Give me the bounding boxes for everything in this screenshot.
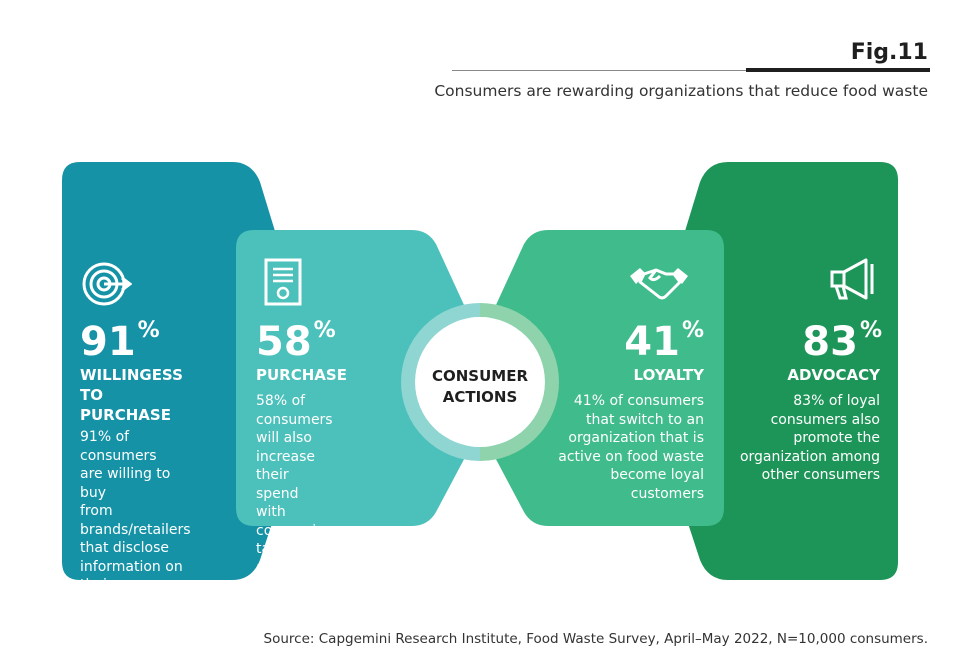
- megaphone-icon: [830, 258, 874, 300]
- panel-purchase-title: PURCHASE: [256, 366, 347, 384]
- panel-loyalty-shape: [490, 230, 724, 526]
- panel-advocacy-title: ADVOCACY: [787, 366, 880, 384]
- handshake-icon: [630, 268, 688, 300]
- header-rule-accent: [746, 68, 930, 72]
- source-note: Source: Capgemini Research Institute, Fo…: [263, 631, 928, 647]
- panel-purchase-description: 58% of consumers will also increase thei…: [256, 393, 333, 650]
- panel-loyalty-title: LOYALTY: [633, 366, 704, 384]
- target-icon: [82, 262, 132, 306]
- figure-number: Fig.11: [850, 40, 928, 65]
- panel-purchase-percent: 58%: [256, 318, 336, 365]
- center-ring-right: [479, 303, 559, 461]
- center-label-line2: ACTIONS: [442, 388, 518, 406]
- panel-advocacy-percent: 83%: [802, 318, 882, 365]
- header-rule: [452, 70, 930, 71]
- certificate-icon: [264, 258, 302, 306]
- panel-loyalty-description: 41% of consumers that switch to an organ…: [558, 393, 704, 502]
- center-label: CONSUMER ACTIONS: [420, 366, 540, 408]
- panel-willingness-description: 91% of consumers are willing to buy from…: [80, 429, 191, 612]
- panel-willingness-percent: 91%: [80, 318, 160, 365]
- center-label-line1: CONSUMER: [431, 367, 529, 385]
- center-circle: [415, 317, 545, 447]
- center-ring-left: [401, 303, 481, 461]
- panel-willingness-title: WILLINGESS TO PURCHASE: [80, 366, 183, 424]
- panel-loyalty-percent: 41%: [624, 318, 704, 365]
- panel-advocacy-description: 83% of loyal consumers also promote the …: [739, 393, 880, 483]
- figure-subtitle: Consumers are rewarding organizations th…: [434, 82, 928, 100]
